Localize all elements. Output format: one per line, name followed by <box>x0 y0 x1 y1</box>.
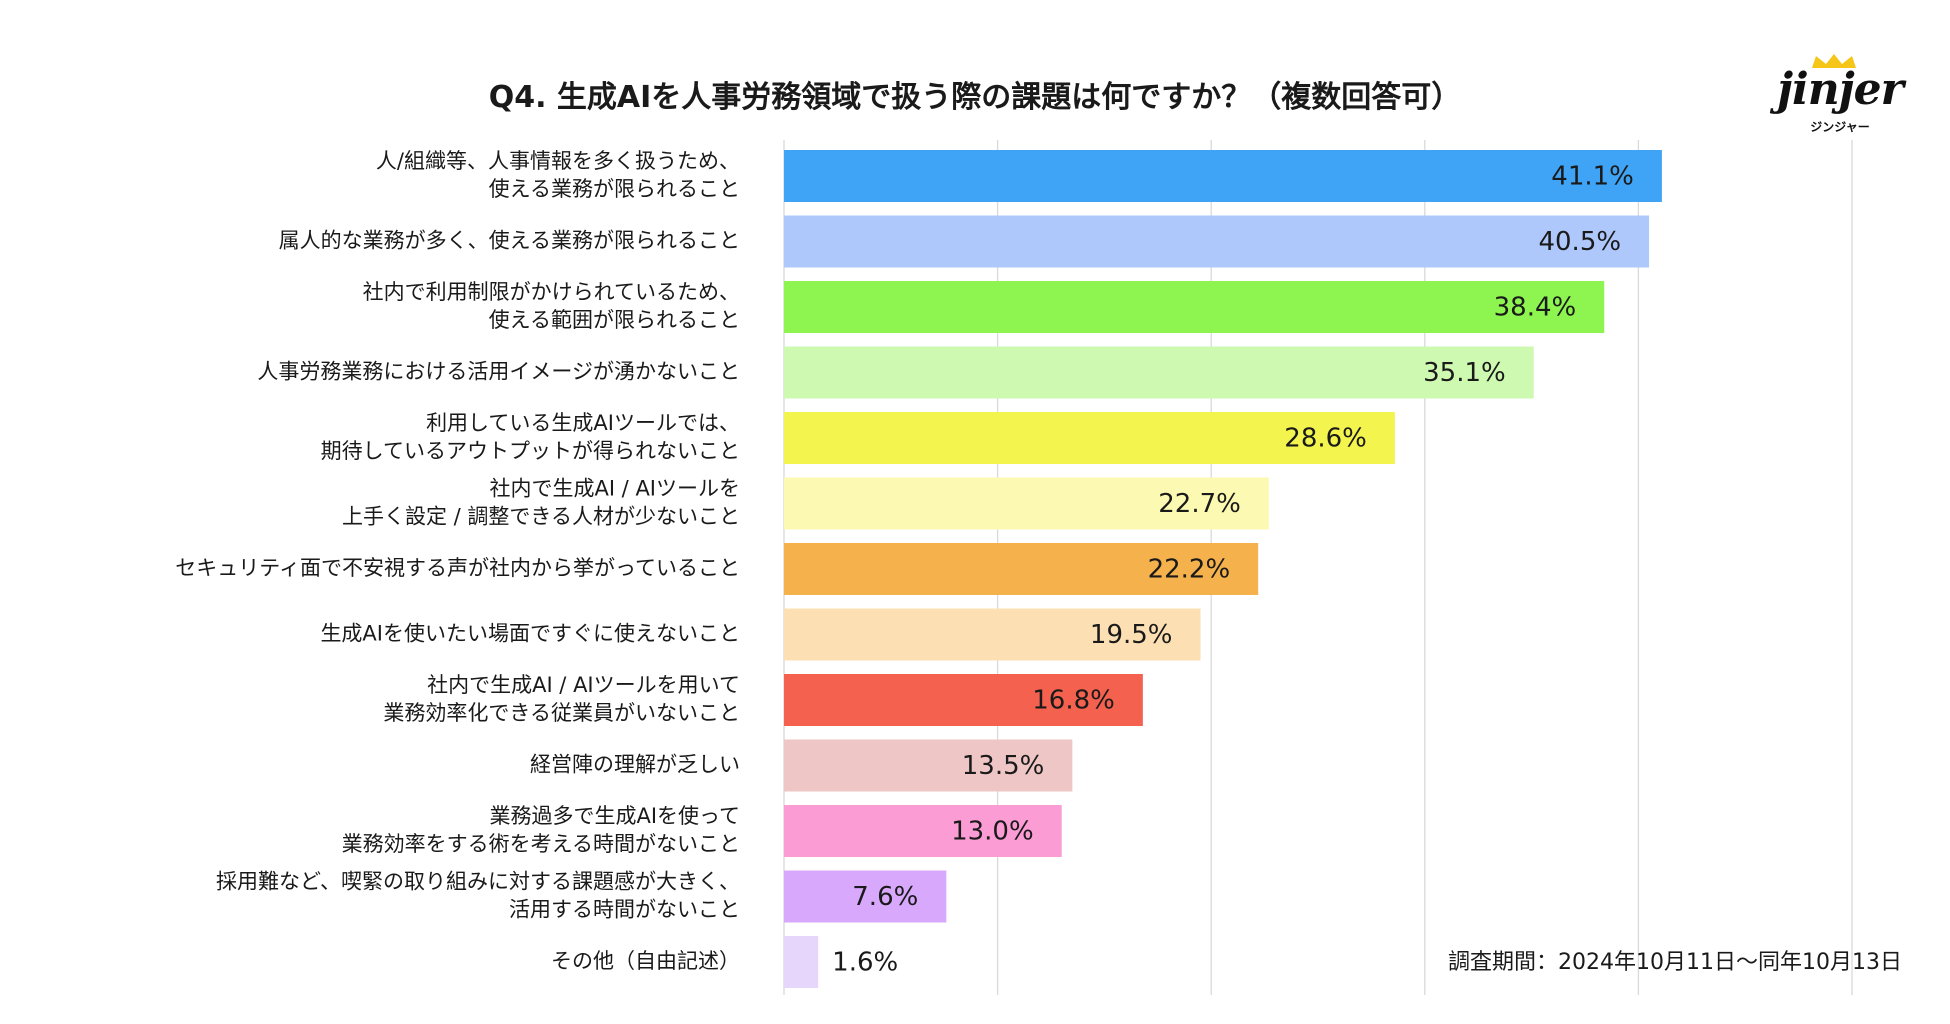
bar <box>784 477 1269 530</box>
category-label: 採用難など、喫緊の取り組みに対する課題感が大きく、 <box>216 870 740 894</box>
label-layer: 41.1% 人/組織等、人事情報を多く扱うため、使える業務が限られること 40.5%… <box>175 149 1634 978</box>
bar <box>784 936 819 988</box>
category-label: 上手く設定 / 調整できる人材が少ないこと <box>342 505 740 529</box>
bar <box>784 150 1662 202</box>
bar <box>784 346 1534 399</box>
jinjer-logo: jinjer ジンジャー <box>1770 52 1910 142</box>
value-label: 35.1% <box>1423 358 1506 388</box>
value-label: 38.4% <box>1494 293 1577 323</box>
category-label: 生成AIを使いたい場面ですぐに使えないこと <box>320 622 740 646</box>
value-label: 7.6% <box>852 882 918 912</box>
category-label: 属人的な業務が多く、使える業務が限られること <box>279 229 740 253</box>
bar <box>784 215 1650 268</box>
value-label: 1.6% <box>832 948 898 978</box>
category-label: 活用する時間がないこと <box>509 898 740 922</box>
category-label: 社内で生成AI / AIツールを <box>489 477 740 501</box>
value-label: 16.8% <box>1032 686 1115 716</box>
value-label: 40.5% <box>1538 227 1621 257</box>
category-label: 業務効率化できる従業員がいないこと <box>383 701 740 725</box>
crown-icon <box>1812 54 1856 68</box>
value-label: 13.5% <box>962 751 1045 781</box>
category-label: 経営陣の理解が乏しい <box>530 753 740 777</box>
category-label: 人事労務業務における活用イメージが湧かないこと <box>257 360 740 384</box>
bar <box>784 281 1605 333</box>
value-label: 13.0% <box>951 817 1034 847</box>
bar <box>784 870 947 923</box>
category-label: セキュリティ面で不安視する声が社内から挙がっていること <box>175 556 740 580</box>
category-label: 社内で生成AI / AIツールを用いて <box>427 673 740 697</box>
bar <box>784 805 1062 857</box>
category-label: 業務効率をする術を考える時間がないこと <box>342 832 740 856</box>
bar <box>784 608 1201 661</box>
logo-wordmark: jinjer <box>1777 64 1904 115</box>
category-label: 期待しているアウトプットが得られないこと <box>321 439 740 463</box>
chart-title: Q4. 生成AIを人事労務領域で扱う際の課題は何ですか？（複数回答可） <box>488 80 1462 115</box>
bar <box>784 674 1143 726</box>
category-label: 社内で利用制限がかけられているため、 <box>363 280 740 304</box>
category-label: 業務過多で生成AIを使って <box>489 804 740 828</box>
bar <box>784 739 1073 792</box>
category-label: 人/組織等、人事情報を多く扱うため、 <box>376 149 740 173</box>
bar-layer <box>784 150 1662 988</box>
category-label: 利用している生成AIツールでは、 <box>426 411 740 435</box>
logo-subtext: ジンジャー <box>1810 120 1870 134</box>
value-label: 41.1% <box>1551 162 1634 192</box>
value-label: 28.6% <box>1284 424 1367 454</box>
category-label: その他（自由記述） <box>551 949 740 973</box>
bar <box>784 543 1259 595</box>
value-label: 22.2% <box>1148 555 1231 585</box>
survey-period-note: 調査期間：2024年10月11日〜同年10月13日 <box>1448 950 1902 975</box>
category-label: 使える業務が限られること <box>489 177 740 201</box>
value-label: 19.5% <box>1090 620 1173 650</box>
bar <box>784 412 1395 464</box>
value-label: 22.7% <box>1158 489 1241 519</box>
category-label: 使える範囲が限られること <box>489 308 740 332</box>
